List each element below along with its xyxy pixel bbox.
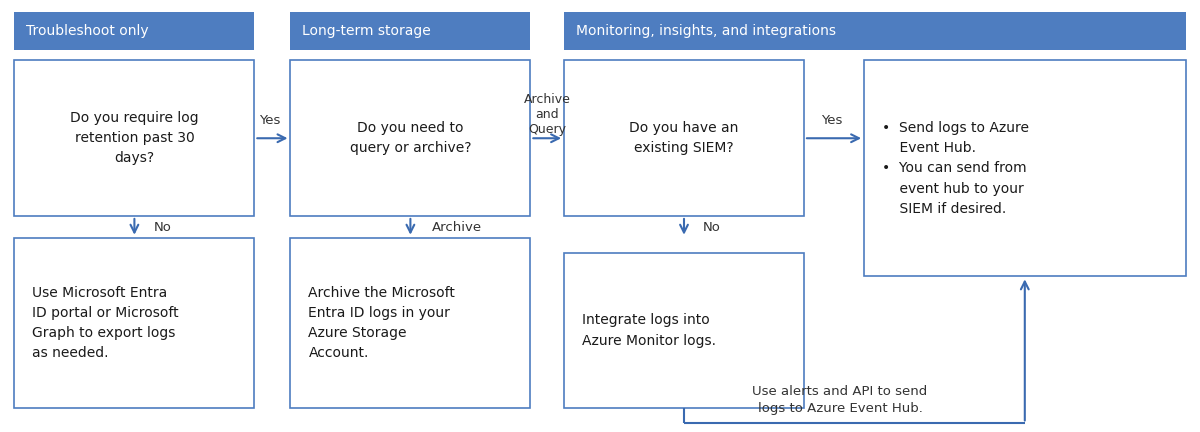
Text: No: No [703, 221, 721, 234]
FancyBboxPatch shape [290, 12, 530, 50]
Text: Monitoring, insights, and integrations: Monitoring, insights, and integrations [576, 24, 836, 38]
Text: Integrate logs into
Azure Monitor logs.: Integrate logs into Azure Monitor logs. [582, 314, 716, 347]
Text: •  Send logs to Azure
    Event Hub.
•  You can send from
    event hub to your
: • Send logs to Azure Event Hub. • You ca… [882, 121, 1030, 216]
FancyBboxPatch shape [14, 12, 254, 50]
Text: Archive
and
Query: Archive and Query [523, 93, 571, 136]
Text: Yes: Yes [821, 114, 842, 127]
FancyBboxPatch shape [564, 253, 804, 408]
FancyBboxPatch shape [14, 60, 254, 216]
FancyBboxPatch shape [14, 238, 254, 408]
Text: Archive the Microsoft
Entra ID logs in your
Azure Storage
Account.: Archive the Microsoft Entra ID logs in y… [308, 286, 455, 360]
Text: Yes: Yes [259, 114, 281, 127]
Text: No: No [154, 221, 172, 234]
Text: Archive: Archive [432, 221, 482, 234]
FancyBboxPatch shape [564, 12, 1186, 50]
Text: Long-term storage: Long-term storage [302, 24, 431, 38]
Text: Do you require log
retention past 30
days?: Do you require log retention past 30 day… [70, 111, 199, 165]
Text: Do you need to
query or archive?: Do you need to query or archive? [349, 121, 472, 155]
Text: Do you have an
existing SIEM?: Do you have an existing SIEM? [629, 121, 739, 155]
FancyBboxPatch shape [564, 60, 804, 216]
FancyBboxPatch shape [290, 60, 530, 216]
FancyBboxPatch shape [290, 238, 530, 408]
Text: Troubleshoot only: Troubleshoot only [26, 24, 149, 38]
Text: Use Microsoft Entra
ID portal or Microsoft
Graph to export logs
as needed.: Use Microsoft Entra ID portal or Microso… [32, 286, 179, 360]
Text: Use alerts and API to send
logs to Azure Event Hub.: Use alerts and API to send logs to Azure… [752, 384, 928, 415]
FancyBboxPatch shape [864, 60, 1186, 276]
